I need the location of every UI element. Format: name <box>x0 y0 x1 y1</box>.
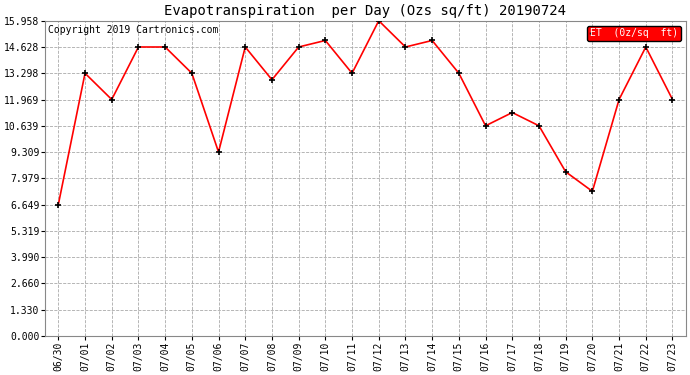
Legend: ET  (0z/sq  ft): ET (0z/sq ft) <box>587 26 681 41</box>
Text: Copyright 2019 Cartronics.com: Copyright 2019 Cartronics.com <box>48 26 219 36</box>
Title: Evapotranspiration  per Day (Ozs sq/ft) 20190724: Evapotranspiration per Day (Ozs sq/ft) 2… <box>164 4 566 18</box>
